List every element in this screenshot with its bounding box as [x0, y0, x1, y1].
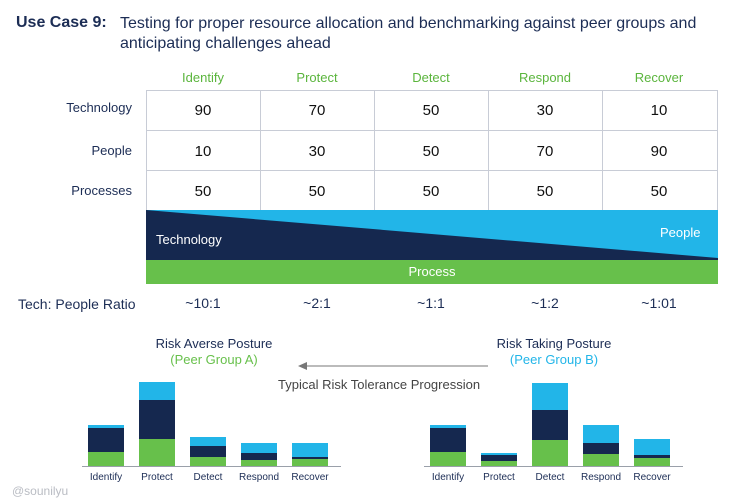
bar-segment-0-recover-1	[292, 457, 328, 459]
tick-label-1-protect: Protect	[483, 472, 515, 483]
bar-segment-0-identify-1	[88, 428, 124, 452]
progression-arrow	[298, 362, 488, 370]
bar-segment-1-respond-1	[583, 443, 619, 454]
risk-averse-title: Risk Averse Posture	[155, 336, 273, 351]
bar-segment-0-respond-2	[241, 443, 277, 453]
allocation-grid	[146, 90, 718, 210]
bar-segment-1-identify-1	[430, 428, 466, 452]
bar-segment-1-identify-2	[430, 425, 466, 428]
ratio-recover: ~1:01	[641, 295, 677, 311]
ratio-protect: ~2:1	[303, 295, 331, 311]
risk-averse-subtitle: (Peer Group A)	[170, 352, 258, 367]
bar-segment-1-recover-1	[634, 455, 670, 458]
bar-segment-0-protect-1	[139, 400, 175, 439]
tech-people-band	[146, 210, 718, 260]
bar-segment-0-protect-2	[139, 382, 175, 400]
bar-segment-1-respond-2	[583, 425, 619, 443]
cell-people-protect: 30	[308, 143, 326, 160]
bar-segment-1-detect-1	[532, 410, 568, 440]
column-header-protect: Protect	[296, 70, 338, 85]
cell-technology-protect: 70	[308, 102, 326, 119]
bar-segment-1-detect-2	[532, 383, 568, 410]
bar-segment-0-identify-2	[88, 425, 124, 428]
bar-segment-1-recover-2	[634, 439, 670, 455]
bar-segment-1-protect-2	[481, 453, 517, 455]
tick-label-1-detect: Detect	[535, 472, 565, 483]
risk-taking-title: Risk Taking Posture	[496, 336, 612, 351]
bar-segment-1-detect-0	[532, 440, 568, 466]
cell-processes-protect: 50	[308, 183, 326, 200]
risk-taking-subtitle: (Peer Group B)	[509, 352, 599, 367]
tick-label-0-respond: Respond	[238, 472, 280, 483]
use-case-label: Use Case 9:	[16, 14, 107, 31]
band-technology-label: Technology	[156, 232, 222, 247]
tick-label-1-respond: Respond	[580, 472, 622, 483]
row-label-technology: Technology	[66, 100, 132, 115]
bar-segment-0-respond-1	[241, 453, 277, 460]
row-label-processes: Processes	[71, 183, 132, 198]
bar-segment-0-identify-0	[88, 452, 124, 466]
ratio-identify: ~10:1	[185, 295, 221, 311]
bar-segment-0-respond-0	[241, 460, 277, 466]
bar-segment-0-detect-0	[190, 457, 226, 466]
chart-axis-1	[424, 466, 683, 467]
cell-processes-identify: 50	[194, 183, 212, 200]
bar-segment-1-respond-0	[583, 454, 619, 466]
cell-people-identify: 10	[194, 143, 212, 160]
bar-segment-0-protect-0	[139, 439, 175, 466]
bar-segment-0-detect-1	[190, 446, 226, 457]
band-people-label: People	[660, 225, 701, 240]
cell-technology-respond: 30	[536, 102, 554, 119]
process-bar	[146, 260, 718, 284]
use-case-title: Testing for proper resource allocation a…	[120, 15, 697, 52]
bar-segment-0-recover-0	[292, 459, 328, 466]
tick-label-1-identify: Identify	[431, 472, 465, 483]
process-label: Process	[408, 264, 456, 279]
cell-processes-detect: 50	[422, 183, 440, 200]
cell-processes-recover: 50	[650, 183, 668, 200]
bar-segment-0-detect-2	[190, 437, 226, 446]
tick-label-1-recover: Recover	[633, 472, 671, 483]
chart-axis-0	[82, 466, 341, 467]
band-technology-area	[146, 210, 718, 260]
tick-label-0-detect: Detect	[193, 472, 223, 483]
cell-processes-respond: 50	[536, 183, 554, 200]
column-header-respond: Respond	[518, 70, 572, 85]
cell-people-respond: 70	[536, 143, 554, 160]
bar-segment-1-recover-0	[634, 458, 670, 466]
column-header-detect: Detect	[412, 70, 450, 85]
watermark: @sounilyu	[12, 484, 69, 498]
bar-segment-1-identify-0	[430, 452, 466, 466]
cell-people-detect: 50	[422, 143, 440, 160]
bar-segment-1-protect-0	[481, 461, 517, 466]
bar-segment-1-protect-1	[481, 455, 517, 461]
ratio-respond: ~1:2	[531, 295, 559, 311]
bar-segment-0-recover-2	[292, 443, 328, 457]
row-label-people: People	[91, 143, 132, 158]
tick-label-0-recover: Recover	[291, 472, 329, 483]
cell-technology-recover: 10	[650, 102, 668, 119]
ratio-detect: ~1:1	[417, 295, 445, 311]
column-header-identify: Identify	[182, 70, 224, 85]
cell-people-recover: 90	[650, 143, 668, 160]
tick-label-0-identify: Identify	[89, 472, 123, 483]
ratio-label: Tech: People Ratio	[18, 296, 136, 312]
progression-label: Typical Risk Tolerance Progression	[278, 377, 481, 392]
column-header-recover: Recover	[634, 70, 684, 85]
cell-technology-identify: 90	[194, 102, 212, 119]
tick-label-0-protect: Protect	[141, 472, 173, 483]
cell-technology-detect: 50	[422, 102, 440, 119]
